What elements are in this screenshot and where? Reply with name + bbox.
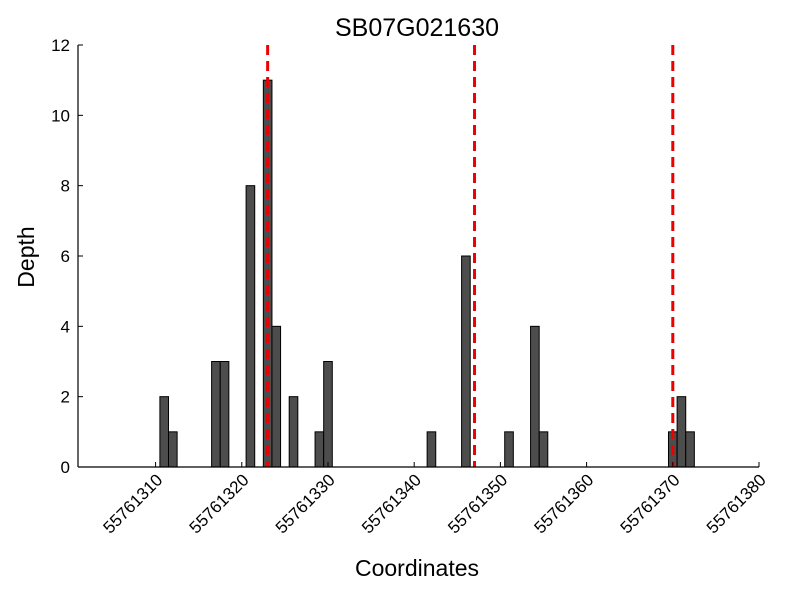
x-tick-label: 55761320 (186, 470, 253, 537)
reference-lines (266, 45, 675, 467)
bar (504, 431, 514, 468)
axes: 0 2 4 6 8 10 12 55761310 55761320 55761330 5576134… (51, 36, 770, 537)
y-tick-label: 2 (61, 388, 70, 407)
bar (530, 325, 540, 468)
x-axis-title: Coordinates (355, 555, 479, 581)
bar (159, 396, 170, 468)
x-tick-label: 55761340 (358, 470, 425, 537)
bar (245, 185, 256, 468)
x-tick-label: 55761310 (99, 470, 166, 537)
x-tick-label: 55761360 (531, 470, 598, 537)
bar (461, 255, 471, 468)
bar (288, 396, 299, 468)
bars (159, 79, 695, 468)
bar (271, 325, 282, 468)
bar (211, 361, 221, 468)
bar (538, 431, 549, 468)
bar (685, 431, 695, 468)
x-tick-label: 55761380 (703, 470, 770, 537)
bar (676, 396, 687, 468)
bar (168, 431, 178, 468)
x-tick-label: 55761350 (444, 470, 511, 537)
bar (219, 361, 230, 468)
chart-title: SB07G021630 (335, 14, 499, 42)
bar (426, 431, 437, 468)
y-tick-label: 12 (51, 36, 70, 55)
y-axis-title: Depth (13, 226, 39, 287)
y-tick-label: 4 (61, 317, 70, 336)
y-tick-label: 10 (51, 106, 70, 125)
y-tick-label: 6 (61, 247, 70, 266)
bar (323, 361, 333, 468)
y-tick-label: 8 (61, 177, 70, 196)
y-tick-label: 0 (61, 458, 70, 477)
x-tick-label: 55761330 (272, 470, 339, 537)
x-tick-label: 55761370 (617, 470, 684, 537)
bar (314, 431, 325, 468)
